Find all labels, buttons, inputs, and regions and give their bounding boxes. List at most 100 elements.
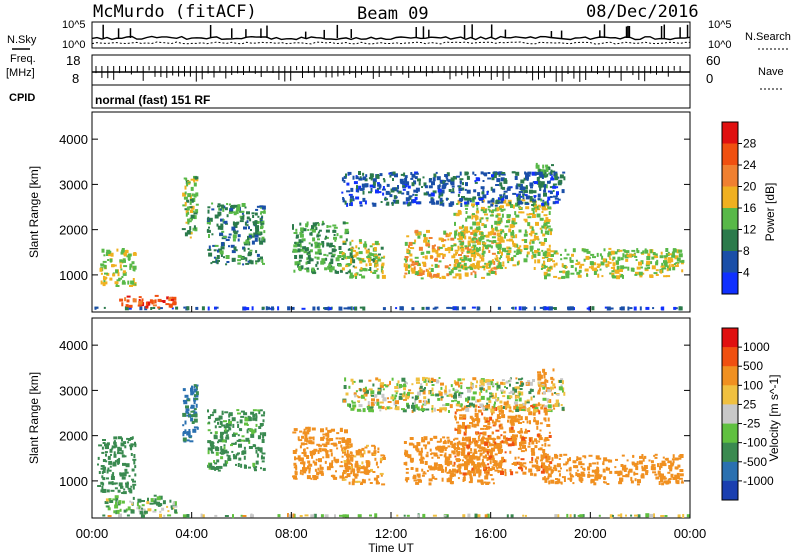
velocity-cell-7 [452, 464, 456, 467]
power-cell-10 [616, 260, 619, 265]
power-cell-8 [483, 224, 487, 228]
velocity-cell-5 [325, 437, 329, 440]
power-cell-8 [534, 232, 538, 235]
power-cell-11 [557, 198, 561, 201]
velocity-cell-11 [465, 407, 470, 412]
power-cell-9 [550, 169, 553, 173]
power-cell-0 [201, 306, 205, 311]
power-cell-2 [104, 272, 108, 275]
velocity-cell-5 [318, 460, 322, 463]
velocity-cell-11 [496, 387, 499, 391]
velocity-cell-5 [301, 473, 304, 476]
power-cell-4 [223, 256, 225, 259]
power-cell-5 [295, 241, 299, 245]
velocity-cell-4 [214, 466, 217, 471]
power-cell-3 [189, 226, 192, 231]
power-cell-4 [226, 214, 229, 218]
power-cell-4 [231, 257, 236, 262]
velocity-cell-11 [506, 387, 508, 390]
velocity-cell-7 [462, 477, 466, 481]
power-cell-6 [372, 258, 375, 263]
velocity-cell-2 [102, 439, 106, 441]
velocity-cell-11 [553, 407, 556, 410]
velocity-cell-6 [354, 463, 359, 468]
velocity-cell-1 [125, 508, 128, 512]
velocity-cell-11 [454, 399, 458, 402]
power-cell-0 [569, 306, 574, 311]
velocity-cell-5 [320, 472, 324, 476]
nsearch-line [91, 41, 690, 45]
velocity-cell-4 [259, 432, 262, 436]
power-cell-4 [216, 260, 219, 265]
velocity-cell-8 [473, 465, 477, 470]
power-cell-10 [584, 268, 589, 272]
power-cell-11 [344, 200, 347, 205]
power-cell-7 [479, 256, 482, 259]
velocity-cell-11 [510, 390, 515, 394]
freq-trace [92, 66, 690, 82]
velocity-cell-4 [252, 417, 257, 421]
power-cell-4 [211, 233, 214, 236]
power-cell-7 [448, 267, 451, 270]
velocity-cell-9 [537, 391, 541, 395]
velocity-cell-10 [636, 483, 640, 486]
power-cell-11 [491, 176, 495, 181]
power-cell-8 [482, 250, 486, 254]
power-cell-11 [349, 195, 354, 199]
velocity-cell-4 [232, 423, 235, 428]
power-cell-7 [449, 232, 452, 235]
velocity-cell-4 [260, 423, 263, 427]
velocity-cell-7 [478, 473, 481, 478]
power-cell-7 [406, 257, 408, 262]
power-cell-7 [455, 251, 459, 254]
power-cell-7 [408, 244, 410, 248]
velocity-cell-7 [441, 477, 444, 482]
velocity-cell-2 [106, 442, 110, 446]
power-cell-10 [601, 275, 604, 278]
velocity-cell-11 [486, 402, 489, 405]
velocity-cell-10 [642, 457, 645, 462]
power-cell-0 [512, 306, 515, 310]
power-cell-8 [484, 213, 488, 216]
power-cell-11 [547, 196, 551, 201]
velocity-cell-5 [342, 437, 345, 441]
velocity-cell-1 [156, 496, 161, 501]
velocity-cell-8 [454, 446, 456, 451]
power-cell-2 [115, 283, 118, 287]
power-cell-11 [393, 195, 397, 200]
power-cell-10 [597, 273, 600, 278]
velocity-cell-5 [293, 462, 297, 466]
velocity-cell-8 [497, 450, 502, 454]
power-cell-1 [151, 300, 154, 305]
velocity-cell-10 [567, 458, 570, 463]
velocity-cell-1 [121, 500, 125, 504]
power-cell-4 [245, 239, 250, 244]
power-cell-8 [545, 208, 548, 211]
velocity-cell-11 [515, 381, 519, 384]
power-cell-11 [403, 172, 406, 177]
velocity-cell-11 [363, 394, 366, 397]
power-cell-11 [362, 190, 365, 195]
velocity-cell-7 [485, 483, 490, 485]
power-cell-11 [372, 202, 377, 207]
velocity-cell-0 [240, 514, 243, 517]
power-cell-0 [150, 307, 153, 310]
velocity-cell-11 [476, 380, 478, 384]
velocity-cell-7 [417, 478, 422, 481]
velocity-cell-10 [645, 471, 649, 476]
power-cell-8 [548, 228, 551, 231]
power-cell-4 [218, 260, 220, 262]
power-cell-8 [481, 217, 484, 220]
power-cell-10 [627, 266, 630, 271]
velocity-cell-2 [130, 453, 133, 456]
velocity-cell-0 [609, 514, 613, 519]
power-cell-11 [492, 174, 497, 179]
power-cell-4 [233, 204, 238, 208]
power-cell-8 [492, 209, 496, 212]
power-cell-4 [219, 232, 224, 236]
power-cell-2 [109, 258, 113, 262]
velocity-cell-8 [536, 456, 540, 460]
power-cell-11 [350, 202, 353, 207]
power-cell-0 [497, 306, 501, 310]
power-cell-7 [474, 274, 477, 278]
